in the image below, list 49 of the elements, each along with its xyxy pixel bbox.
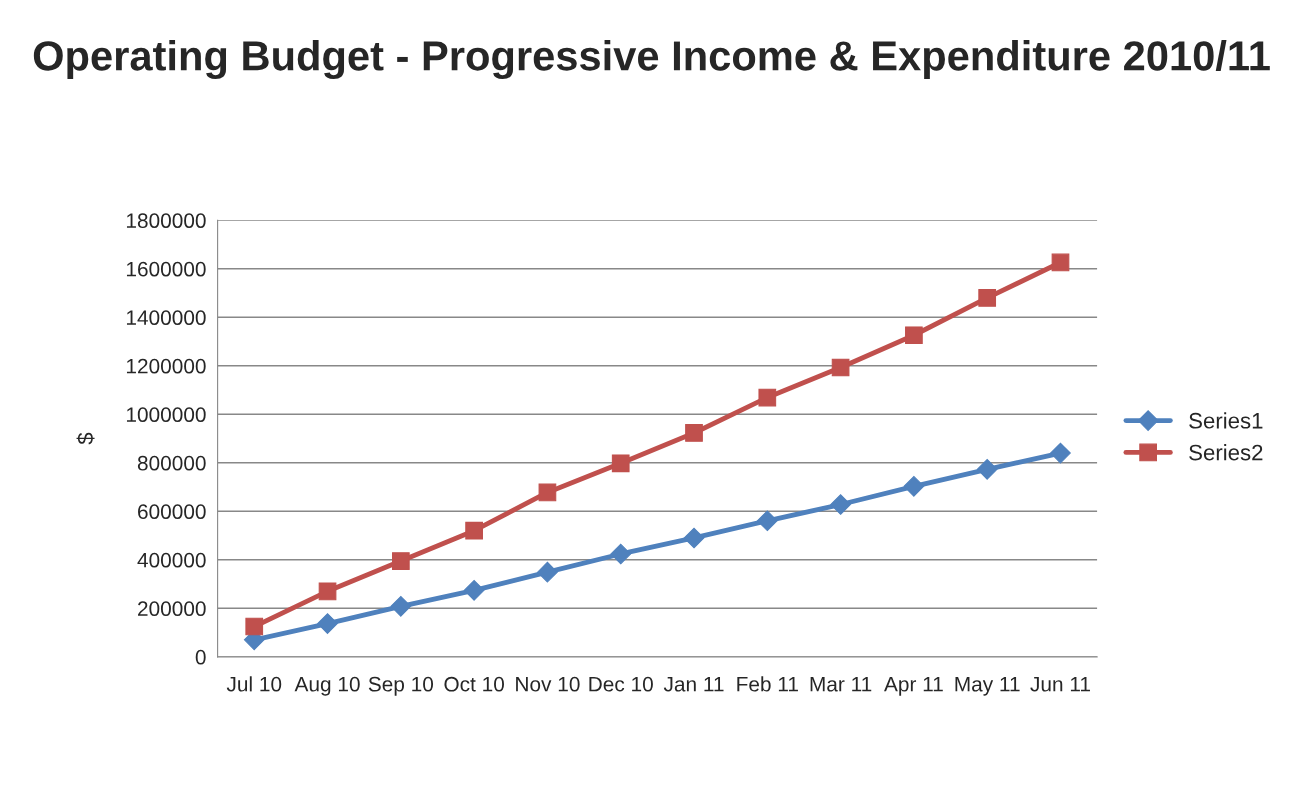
point [610,543,632,565]
point [537,561,558,583]
y-tick-label: 1800000 [126,213,206,229]
legend-label: Series2 [1189,444,1263,461]
y-tick-label: 1200000 [126,358,206,374]
point [317,613,338,634]
x-tick-label: Jan 11 [663,677,724,692]
y-tick-label: 600000 [138,504,206,520]
x-tick-label: Oct 10 [444,676,504,692]
y-tick-label: 800000 [137,455,206,471]
x-tick-label: Jul 10 [226,676,282,692]
x-tick-label: May 11 [955,677,1020,696]
point [611,454,630,473]
point [758,388,777,407]
point [683,527,705,549]
y-tick-label: 200000 [138,601,206,617]
y-tick-label: 400000 [137,552,206,568]
y-tick-label: 1600000 [126,261,206,277]
point [391,552,410,570]
point [318,582,337,601]
legend-label: Series1 [1189,412,1263,429]
point [831,358,850,377]
point [465,521,483,540]
x-tick-label: Aug 10 [294,676,360,696]
point [538,483,557,502]
point [976,459,998,480]
point [903,475,925,497]
point [978,289,997,307]
point [905,326,923,345]
y-tick-label: 0 [195,649,206,665]
y-tick-label: 1400000 [126,310,206,326]
point [1051,253,1070,272]
point [830,494,851,515]
y-axis-title: $ [76,432,95,445]
point [756,510,778,532]
point [685,424,703,442]
point [245,617,264,636]
x-tick-label: Sep 10 [368,676,434,696]
x-tick-label: Nov 10 [516,676,580,692]
x-tick-label: Dec 10 [589,676,653,692]
point [1050,442,1071,464]
x-tick-label: Mar 11 [810,677,872,692]
chart-title: Operating Budget - Progressive Income & Expenditure 2010/11 [33,40,1270,80]
y-tick-label: 1000000 [126,407,206,423]
x-tick-label: Apr 11 [884,677,943,696]
x-tick-label: Jun 11 [1030,677,1090,692]
point [463,580,485,601]
point [390,596,412,617]
x-tick-label: Feb 11 [737,676,798,692]
